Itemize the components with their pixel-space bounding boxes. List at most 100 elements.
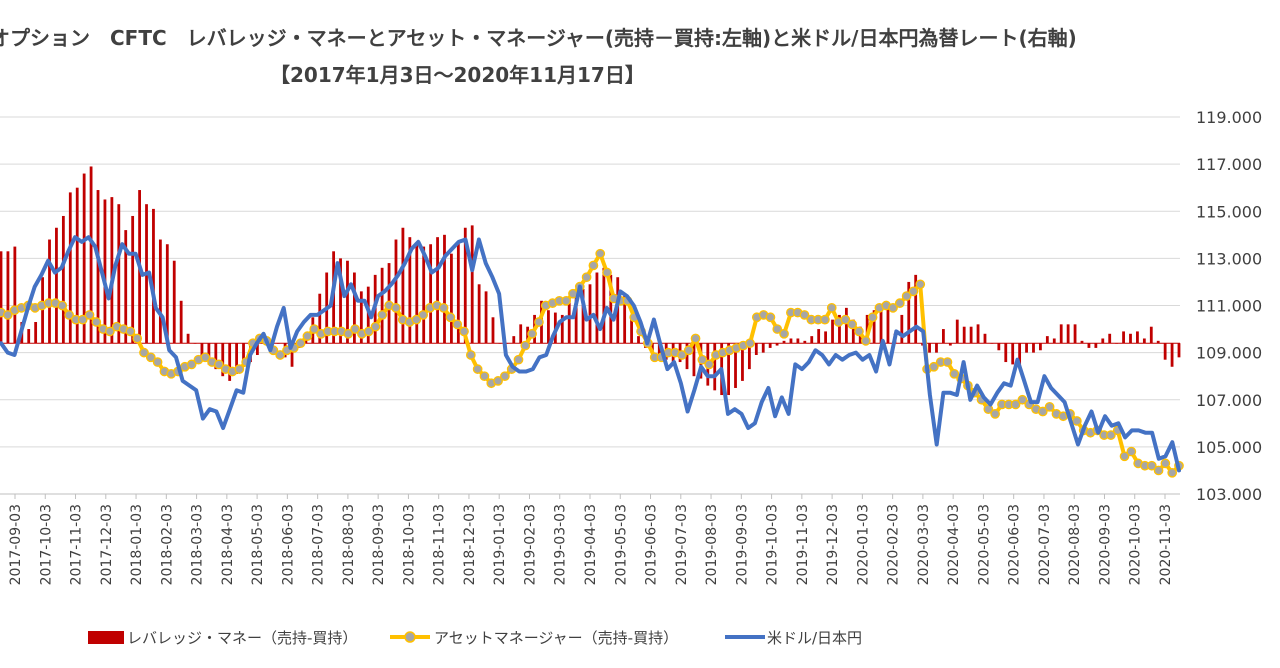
bar bbox=[637, 336, 640, 344]
asset-manager-point bbox=[602, 267, 612, 278]
x-tick-label: 2019-06-03 bbox=[644, 504, 660, 585]
x-tick-label: 2018-07-03 bbox=[311, 504, 327, 585]
asset-manager-point bbox=[493, 376, 503, 386]
asset-manager-point bbox=[411, 314, 422, 325]
bar bbox=[1032, 343, 1035, 353]
bar bbox=[290, 343, 294, 367]
bar bbox=[186, 333, 190, 344]
asset-manager-point bbox=[1153, 465, 1164, 476]
bar bbox=[1129, 333, 1132, 344]
asset-manager-point bbox=[799, 310, 810, 320]
bar bbox=[983, 333, 987, 344]
asset-manager-point bbox=[350, 324, 360, 334]
x-tick-label: 2020-03-03 bbox=[916, 504, 932, 585]
bar bbox=[775, 343, 779, 346]
legend-label-asset-manager: アセットマネージャー（売持-買持） bbox=[434, 629, 678, 647]
x-tick-label: 2017-09-03 bbox=[8, 504, 24, 585]
bar bbox=[519, 324, 523, 344]
bar bbox=[595, 272, 599, 344]
asset-manager-point bbox=[363, 326, 374, 337]
legend-label-leveraged-money: レバレッジ・マネー（売持-買持） bbox=[127, 629, 357, 647]
asset-manager-point bbox=[581, 272, 592, 283]
x-tick-label: 2019-05-03 bbox=[613, 504, 629, 585]
bar bbox=[935, 343, 938, 353]
bar bbox=[1142, 338, 1146, 344]
bar bbox=[422, 246, 426, 344]
bar bbox=[242, 343, 245, 367]
asset-manager-point bbox=[520, 340, 531, 351]
y-tick-label: 103.000 bbox=[1196, 485, 1262, 504]
asset-manager-point bbox=[105, 326, 115, 337]
bar bbox=[727, 343, 730, 396]
asset-manager-point bbox=[772, 324, 783, 334]
bar bbox=[450, 253, 453, 344]
bar bbox=[768, 343, 772, 348]
x-tick-label: 2017-11-03 bbox=[69, 504, 85, 585]
asset-manager-point bbox=[867, 312, 878, 323]
asset-manager-point bbox=[949, 368, 960, 379]
x-tick-label: 2019-02-03 bbox=[522, 504, 538, 585]
asset-manager-point bbox=[452, 319, 463, 330]
asset-manager-point bbox=[57, 300, 68, 311]
y-tick-label: 105.000 bbox=[1196, 438, 1262, 457]
x-tick-label: 2020-11-03 bbox=[1158, 504, 1174, 585]
bar bbox=[470, 225, 474, 344]
asset-manager-point bbox=[1119, 451, 1130, 462]
asset-manager-point bbox=[445, 312, 456, 323]
x-tick-label: 2019-11-03 bbox=[795, 504, 811, 585]
asset-manager-point bbox=[77, 314, 88, 325]
bar bbox=[955, 319, 959, 344]
asset-manager-point bbox=[854, 326, 864, 337]
bar bbox=[824, 331, 827, 344]
asset-manager-point bbox=[840, 314, 851, 325]
bar bbox=[747, 343, 751, 370]
bar bbox=[886, 307, 890, 344]
asset-manager-point bbox=[690, 333, 701, 344]
bar bbox=[1094, 343, 1098, 348]
bar bbox=[429, 244, 433, 344]
y-tick-label: 111.000 bbox=[1196, 297, 1262, 316]
y-tick-label: 117.000 bbox=[1196, 155, 1262, 174]
asset-manager-point bbox=[888, 303, 898, 313]
bar bbox=[179, 300, 183, 344]
x-tick-label: 2019-07-03 bbox=[674, 504, 690, 585]
asset-manager-point bbox=[295, 338, 306, 349]
asset-manager-point bbox=[465, 350, 476, 360]
legend-swatch-leveraged-money bbox=[88, 631, 124, 644]
asset-manager-point bbox=[418, 310, 429, 320]
bar bbox=[623, 296, 627, 344]
bar bbox=[1004, 343, 1008, 363]
asset-manager-point bbox=[697, 354, 708, 365]
legend: レバレッジ・マネー（売持-買持） アセットマネージャー（売持-買持） 米ドル/日… bbox=[88, 629, 862, 647]
bar bbox=[214, 343, 218, 370]
bar bbox=[1170, 343, 1174, 367]
y-tick-label: 115.000 bbox=[1196, 202, 1262, 221]
x-axis-ticks: 2017-09-03 2017-10-03 2017-11-03 2017-12-03… bbox=[8, 494, 1174, 585]
bar bbox=[1101, 338, 1105, 344]
bar bbox=[1066, 324, 1070, 344]
bar bbox=[969, 326, 973, 344]
bar bbox=[380, 267, 384, 344]
asset-manager-point bbox=[588, 260, 599, 271]
bar bbox=[477, 284, 481, 344]
bar bbox=[443, 234, 446, 344]
x-tick-label: 2018-10-03 bbox=[401, 504, 417, 585]
bar bbox=[741, 343, 744, 381]
asset-manager-point bbox=[1017, 394, 1028, 405]
x-tick-label: 2019-01-03 bbox=[492, 504, 508, 585]
bar bbox=[110, 197, 114, 344]
bar bbox=[484, 291, 488, 344]
asset-manager-point bbox=[901, 291, 912, 301]
bar bbox=[68, 192, 72, 344]
bar bbox=[1045, 336, 1049, 344]
bar bbox=[602, 267, 606, 344]
bar bbox=[82, 173, 86, 344]
bar bbox=[124, 230, 128, 344]
x-tick-label: 2018-05-03 bbox=[250, 504, 266, 585]
asset-manager-point bbox=[513, 354, 524, 365]
bar bbox=[928, 343, 931, 353]
bar bbox=[567, 298, 571, 344]
asset-manager-point bbox=[472, 364, 483, 374]
bar bbox=[152, 208, 155, 344]
